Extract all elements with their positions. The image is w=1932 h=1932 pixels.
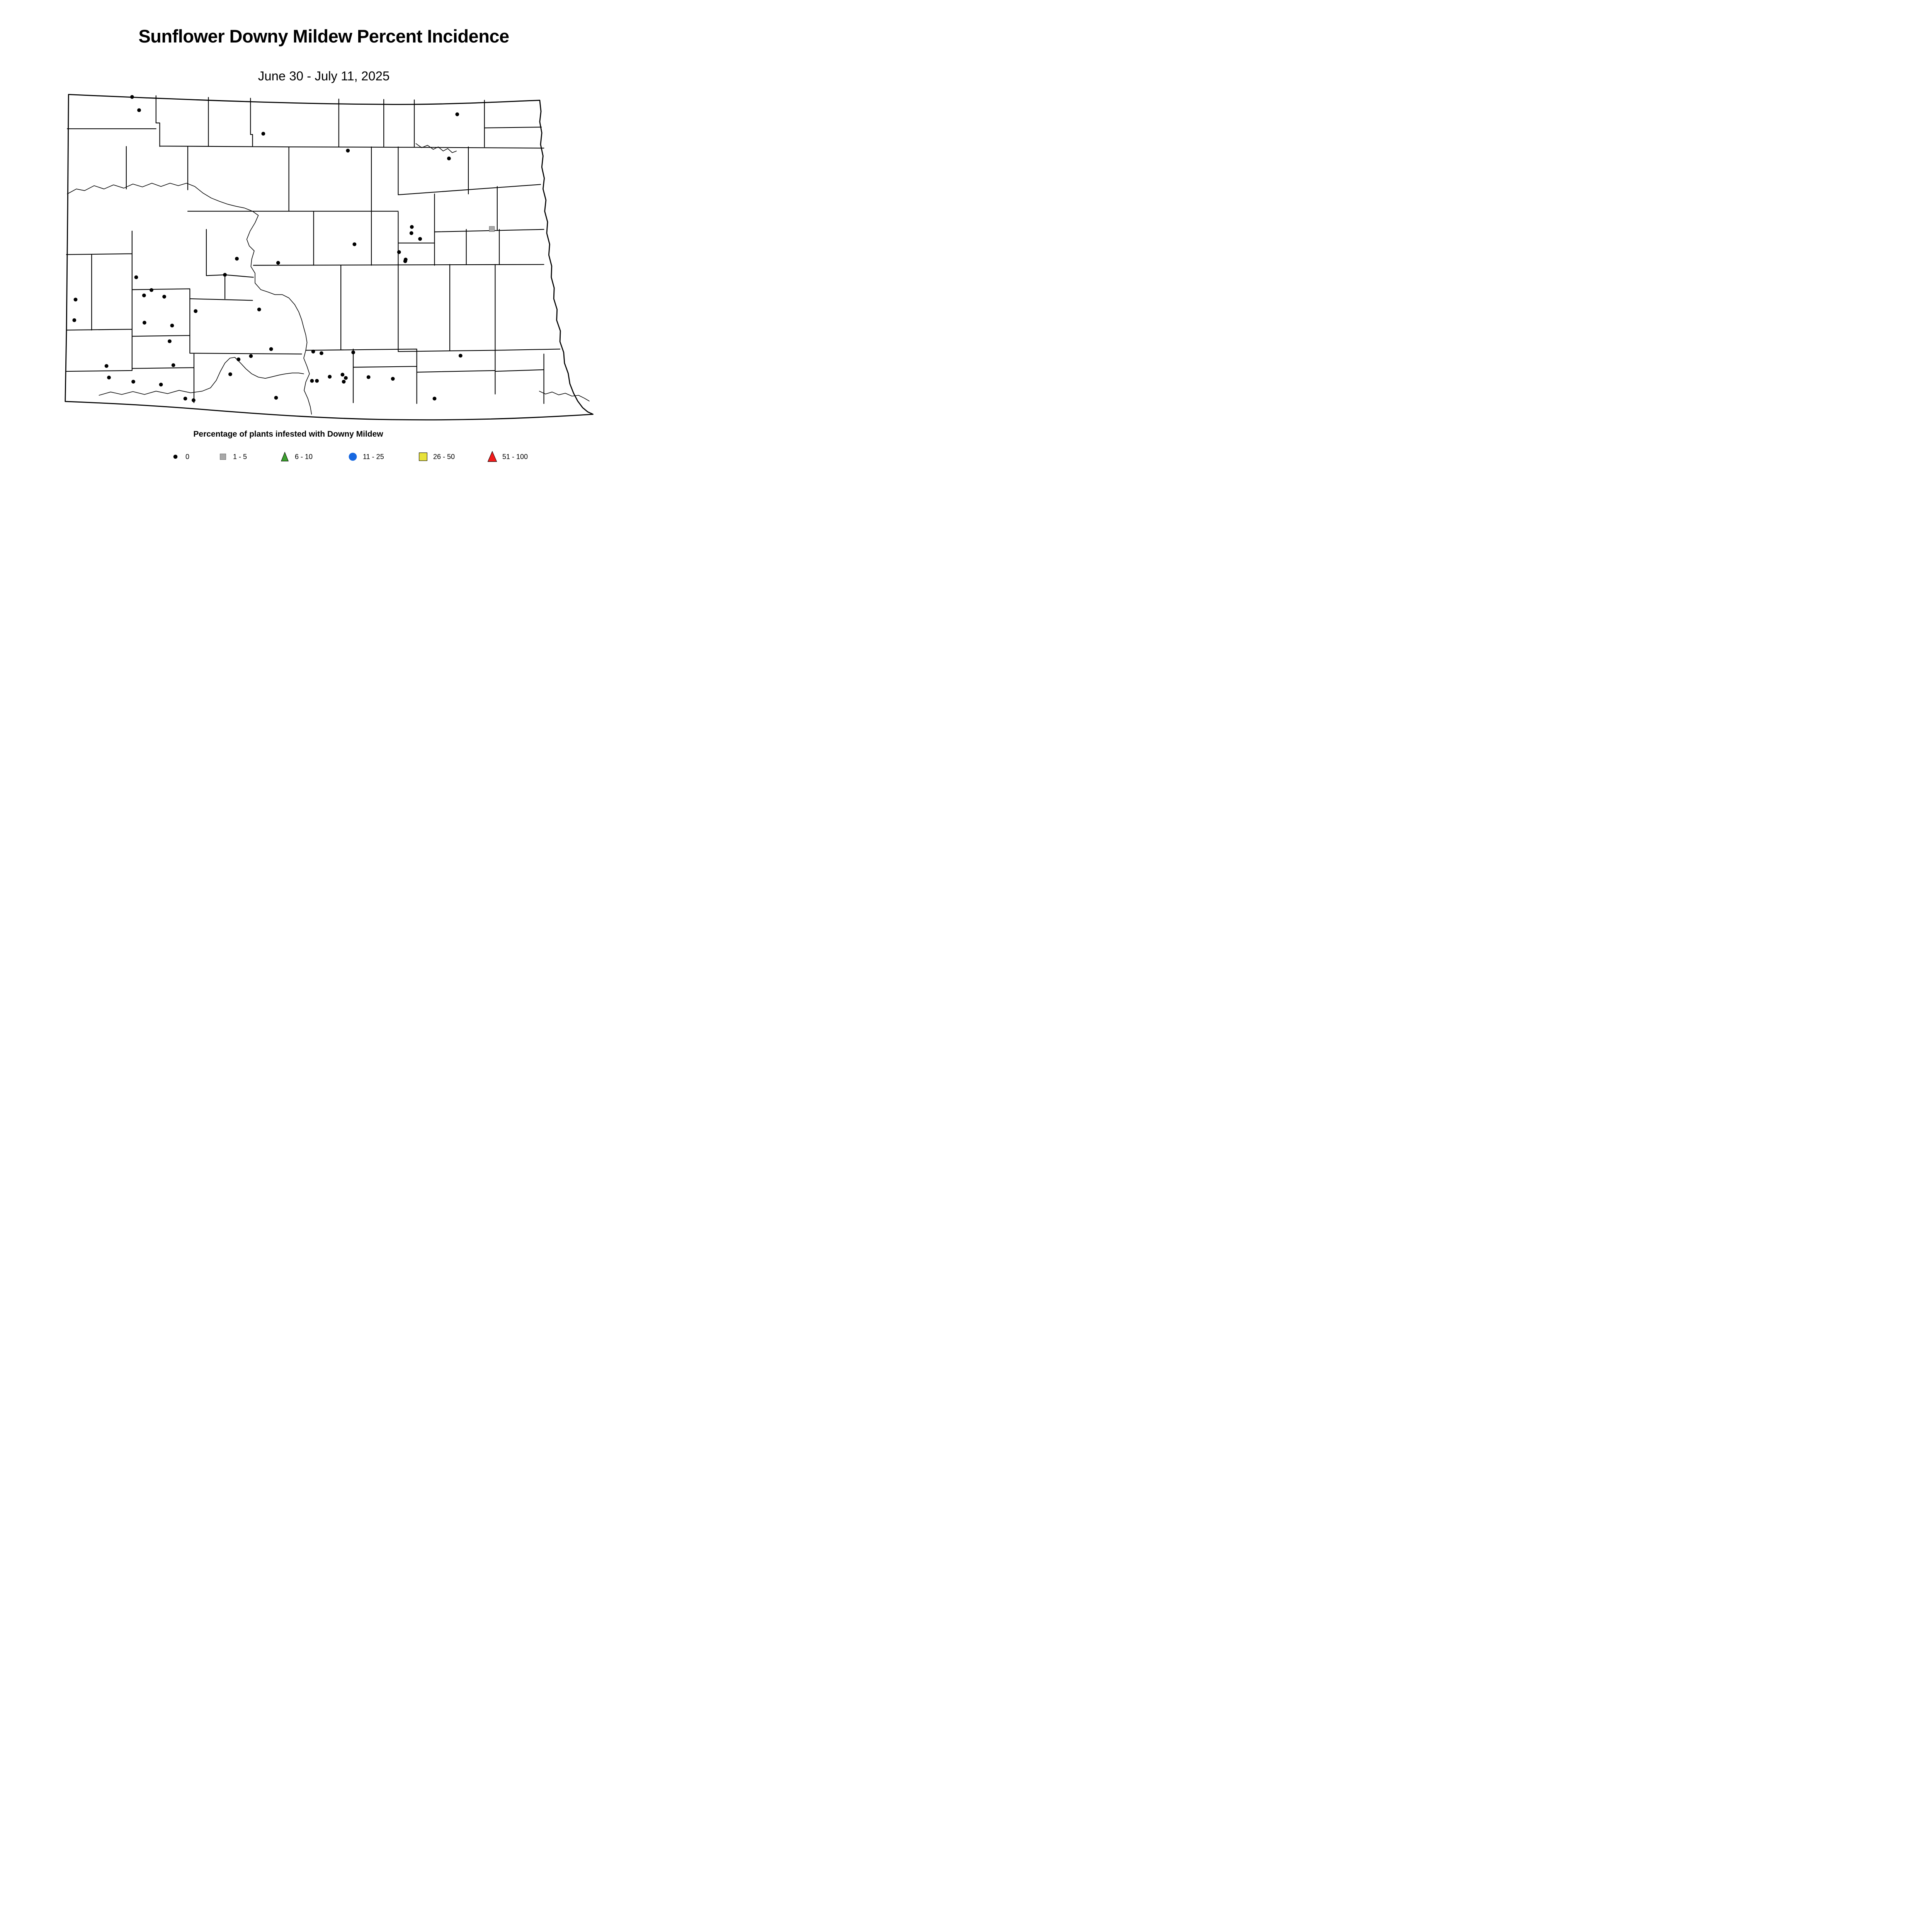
page-subtitle: June 30 - July 11, 2025 <box>258 69 390 83</box>
map-point-zero <box>228 372 232 376</box>
black-dot-icon <box>173 454 178 459</box>
map-point-zero <box>276 261 280 265</box>
map-point-zero <box>104 364 109 368</box>
legend-item-1-5: 1 - 5 <box>216 448 247 465</box>
map-point-zero <box>168 339 172 344</box>
gray-square-icon <box>219 453 226 460</box>
page-title: Sunflower Downy Mildew Percent Incidence <box>138 26 509 46</box>
county-borders-southwest <box>66 229 302 403</box>
legend-item-11-25: 11 - 25 <box>346 448 384 465</box>
map-point-zero <box>236 357 241 362</box>
map-point-zero <box>352 242 357 247</box>
legend-item-label: 0 <box>185 452 190 461</box>
map-point-zero <box>432 396 437 401</box>
legend-item-26-50: 26 - 50 <box>417 448 455 465</box>
sheyenne-river <box>539 391 590 401</box>
map-point-zero <box>410 225 414 229</box>
legend-item-label: 6 - 10 <box>295 452 313 461</box>
state-outline <box>65 94 594 420</box>
legend-item-label: 51 - 100 <box>502 452 528 461</box>
map-point-zero <box>351 350 355 354</box>
legend-marker-box <box>486 450 499 463</box>
map-point-zero <box>191 398 196 402</box>
map-point-zero <box>274 396 278 400</box>
legend-marker-box <box>169 450 182 463</box>
map-point-zero <box>162 294 167 299</box>
map-point-zero <box>107 376 111 379</box>
map-point-zero <box>150 288 153 292</box>
map-point-zero <box>455 112 459 116</box>
map-point-zero <box>391 377 395 381</box>
map-point-zero <box>223 273 227 277</box>
map-point-zero <box>261 132 265 136</box>
legend-item-51-100: 51 - 100 <box>486 448 528 465</box>
map-point-zero <box>257 307 261 311</box>
map-point-zero <box>235 257 239 261</box>
map-point-zero <box>403 259 407 263</box>
legend-marker-box <box>346 450 359 463</box>
legend-item-6-10: 6 - 10 <box>278 448 313 465</box>
county-borders-north <box>67 95 544 149</box>
map-point-zero <box>311 349 315 354</box>
map-point-zero <box>194 309 198 313</box>
map-point-zero <box>159 383 163 387</box>
map-point-zero <box>458 354 463 358</box>
legend-marker-box <box>216 450 230 463</box>
red-triangle-icon <box>487 451 497 462</box>
map-point-zero <box>315 379 319 383</box>
legend-title: Percentage of plants infested with Downy… <box>193 430 383 439</box>
map-point-zero <box>269 347 273 351</box>
map-point-zero <box>366 375 371 379</box>
map-point-zero <box>130 95 134 99</box>
map-point-zero <box>310 379 314 383</box>
green-triangle-icon <box>281 452 289 462</box>
map-point-zero <box>249 354 253 358</box>
north-dakota-county-map <box>65 94 594 420</box>
yellow-square-icon <box>419 452 427 461</box>
survey-points-layer <box>72 95 495 402</box>
map-point-zero <box>346 148 350 153</box>
map-point-zero <box>171 363 175 367</box>
map-point-zero <box>131 379 135 384</box>
devils-lake-shore <box>415 143 457 153</box>
map-point-zero <box>170 323 174 328</box>
map-point-zero <box>340 372 345 377</box>
map-point-zero <box>328 375 332 379</box>
map-point-zero <box>418 237 422 241</box>
legend-item-label: 1 - 5 <box>233 452 247 461</box>
map-point-zero <box>73 298 78 302</box>
map-point-zero <box>409 231 413 235</box>
county-borders-central <box>126 146 544 266</box>
map-point-zero <box>142 321 146 325</box>
cannonball-river <box>99 357 304 396</box>
legend-item-0: 0 <box>169 448 189 465</box>
map-point-zero <box>142 293 146 298</box>
map-point-low-incidence <box>489 226 495 232</box>
legend-marker-box <box>417 450 430 463</box>
map-point-zero <box>134 275 138 279</box>
blue-circle-icon <box>349 452 357 461</box>
map-point-zero <box>72 318 77 322</box>
map-point-zero <box>344 376 348 380</box>
map-point-zero <box>342 379 346 384</box>
map-point-zero <box>320 351 323 355</box>
legend-item-label: 26 - 50 <box>433 452 455 461</box>
county-borders-southeast <box>305 264 561 404</box>
page-root: Sunflower Downy Mildew Percent Incidence… <box>0 0 638 493</box>
map-point-zero <box>397 250 401 254</box>
legend-item-label: 11 - 25 <box>363 452 384 461</box>
map-point-zero <box>447 156 451 160</box>
map-point-zero <box>183 396 187 401</box>
map-point-zero <box>137 108 141 112</box>
legend-marker-box <box>278 450 291 463</box>
missouri-river <box>67 183 312 415</box>
